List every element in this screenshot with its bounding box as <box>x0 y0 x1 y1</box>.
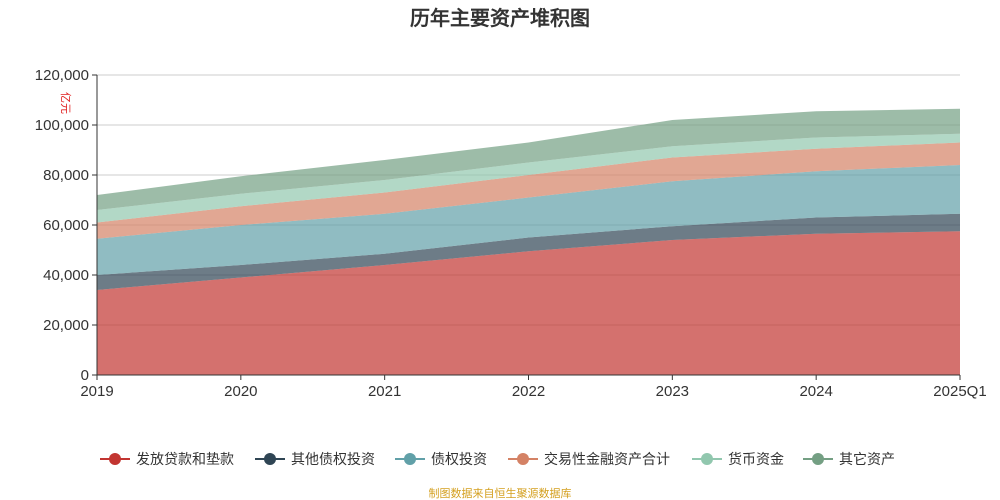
y-tick-label: 100,000 <box>35 117 89 134</box>
x-tick-label: 2019 <box>80 383 113 400</box>
legend-item[interactable]: 发放贷款和垫款 <box>100 452 234 468</box>
legend-marker <box>404 453 416 465</box>
chart-title: 历年主要资产堆积图 <box>410 6 590 30</box>
y-tick-label: 80,000 <box>43 167 89 184</box>
y-tick-label: 0 <box>81 367 89 384</box>
x-tick-label: 2020 <box>224 383 257 400</box>
y-tick-label: 20,000 <box>43 317 89 334</box>
data-source-note: 制图数据来自恒生聚源数据库 <box>429 486 572 500</box>
legend-item[interactable]: 其他债权投资 <box>255 452 375 468</box>
y-axis-unit-label: 亿元 <box>59 92 72 114</box>
y-tick-label: 40,000 <box>43 267 89 284</box>
x-tick-label: 2022 <box>512 383 545 400</box>
legend-item[interactable]: 交易性金融资产合计 <box>508 451 670 468</box>
legend-label: 其它资产 <box>839 451 895 468</box>
legend: 发放贷款和垫款 其他债权投资 债权投资 交易性金融资产合计 货币资金 其它资产 <box>100 451 895 468</box>
series-area <box>97 165 960 275</box>
legend-label: 债权投资 <box>431 452 487 468</box>
series-area <box>97 231 960 375</box>
legend-item[interactable]: 其它资产 <box>803 451 895 468</box>
axes: 0 20,000 40,000 60,000 80,000 100,000 120,000 2… <box>35 67 987 400</box>
legend-marker <box>701 453 713 465</box>
y-tick-label: 60,000 <box>43 217 89 234</box>
series-area <box>97 108 960 210</box>
x-tick-label: 2025Q1 <box>933 383 986 400</box>
legend-marker <box>264 453 276 465</box>
legend-label: 货币资金 <box>728 451 784 468</box>
legend-label: 交易性金融资产合计 <box>544 451 670 468</box>
y-tick-label: 120,000 <box>35 67 89 84</box>
series-areas <box>97 108 960 375</box>
series-area <box>97 133 960 223</box>
x-tick-label: 2021 <box>368 383 401 400</box>
legend-marker <box>109 453 121 465</box>
x-tick-label: 2024 <box>799 383 832 400</box>
legend-item[interactable]: 债权投资 <box>395 452 487 468</box>
legend-label: 发放贷款和垫款 <box>136 452 234 468</box>
legend-label: 其他债权投资 <box>291 452 375 468</box>
legend-item[interactable]: 货币资金 <box>692 451 784 468</box>
x-tick-label: 2023 <box>656 383 689 400</box>
legend-marker <box>517 453 529 465</box>
series-area <box>97 213 960 290</box>
series-area <box>97 142 960 239</box>
legend-marker <box>812 453 824 465</box>
